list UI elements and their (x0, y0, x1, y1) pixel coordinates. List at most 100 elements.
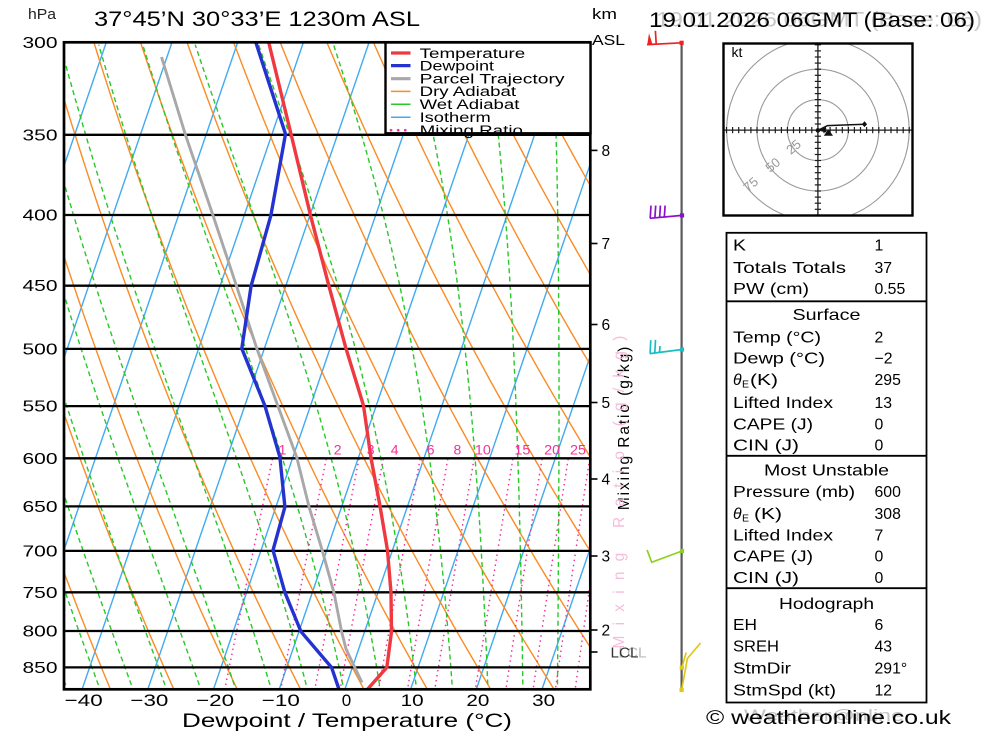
svg-text:20: 20 (466, 691, 489, 710)
svg-text:400: 400 (23, 208, 58, 225)
svg-text:450: 450 (23, 278, 58, 295)
svg-text:600: 600 (23, 451, 58, 468)
svg-text:750: 750 (23, 585, 58, 602)
svg-text:CAPE (J): CAPE (J) (733, 417, 813, 434)
svg-text:Mixing Ratio: Mixing Ratio (420, 123, 523, 138)
svg-text:Mixing Ratio (g/kg): Mixing Ratio (g/kg) (611, 325, 628, 648)
svg-text:CIN (J): CIN (J) (733, 570, 799, 587)
svg-text:7: 7 (875, 527, 884, 544)
svg-text:LCL: LCL (611, 645, 639, 662)
svg-text:500: 500 (23, 341, 58, 358)
svg-text:600: 600 (875, 484, 902, 501)
svg-text:43: 43 (875, 639, 893, 656)
svg-text:θ: θ (733, 506, 742, 523)
svg-text:Weather@nline: Weather@nline (744, 706, 904, 725)
svg-text:4: 4 (391, 442, 399, 458)
svg-text:Dry Adiabat: Dry Adiabat (420, 84, 517, 99)
svg-text:−20: −20 (196, 691, 234, 710)
svg-text:2: 2 (334, 442, 342, 458)
svg-text:K: K (733, 238, 747, 255)
svg-text:6: 6 (427, 442, 435, 458)
svg-text:2: 2 (875, 330, 884, 347)
svg-text:37: 37 (875, 260, 893, 277)
svg-text:308: 308 (875, 506, 902, 523)
svg-text:km: km (592, 7, 617, 23)
svg-text:3: 3 (367, 442, 375, 458)
svg-text:8: 8 (602, 143, 611, 160)
svg-text:19.01.2026 06GMT (Base: 06): 19.01.2026 06GMT (Base: 06) (649, 9, 975, 32)
svg-text:6: 6 (875, 617, 884, 634)
svg-text:Isotherm: Isotherm (420, 110, 491, 125)
svg-text:0: 0 (875, 417, 884, 434)
svg-text:EH: EH (733, 617, 757, 634)
svg-text:Pressure (mb): Pressure (mb) (733, 484, 855, 501)
svg-text:6: 6 (602, 317, 611, 334)
svg-text:Totals Totals: Totals Totals (733, 260, 846, 277)
svg-text:0: 0 (875, 438, 884, 455)
svg-text:−10: −10 (262, 691, 300, 710)
svg-text:650: 650 (23, 499, 58, 516)
svg-text:−2: −2 (875, 351, 893, 368)
svg-text:13: 13 (875, 395, 893, 412)
svg-text:3: 3 (602, 549, 611, 566)
svg-text:37°45’N 30°33’E 1230m ASL: 37°45’N 30°33’E 1230m ASL (94, 8, 420, 31)
svg-text:Mixing Ratio (g/kg): Mixing Ratio (g/kg) (616, 345, 633, 510)
svg-text:7: 7 (602, 236, 611, 253)
svg-text:StmDir: StmDir (733, 661, 791, 678)
svg-text:19.01.2026 06GMT (Base: 06): 19.01.2026 06GMT (Base: 06) (656, 9, 982, 32)
svg-text:Lifted Index: Lifted Index (733, 527, 833, 544)
svg-text:4: 4 (602, 472, 611, 489)
svg-text:5: 5 (602, 395, 611, 412)
svg-text:0: 0 (875, 549, 884, 566)
svg-text:10: 10 (401, 691, 424, 710)
svg-text:8: 8 (454, 442, 462, 458)
svg-text:Hodograph: Hodograph (779, 596, 874, 613)
svg-text:700: 700 (23, 543, 58, 560)
svg-text:850: 850 (23, 660, 58, 677)
svg-text:E: E (742, 513, 749, 525)
svg-text:300: 300 (23, 35, 58, 52)
svg-text:StmSpd (kt): StmSpd (kt) (733, 683, 836, 700)
svg-text:2: 2 (602, 623, 611, 640)
svg-text:kt: kt (732, 44, 743, 60)
svg-text:Dewpoint / Temperature (°C): Dewpoint / Temperature (°C) (182, 711, 512, 732)
svg-text:Most Unstable: Most Unstable (764, 463, 889, 480)
svg-text:(K): (K) (750, 372, 778, 389)
svg-text:© weatheronline.co.uk: © weatheronline.co.uk (706, 707, 951, 729)
svg-text:10: 10 (475, 442, 491, 458)
svg-text:Wet Adiabat: Wet Adiabat (420, 97, 520, 112)
svg-text:291°: 291° (875, 661, 908, 678)
svg-text:0.55: 0.55 (875, 281, 906, 298)
svg-text:12: 12 (875, 683, 893, 700)
svg-text:θ: θ (733, 372, 742, 389)
svg-text:Dewpoint: Dewpoint (420, 58, 495, 73)
svg-text:Parcel Trajectory: Parcel Trajectory (420, 72, 565, 87)
svg-text:PW (cm): PW (cm) (733, 281, 809, 298)
svg-text:Surface: Surface (793, 307, 861, 324)
svg-text:1: 1 (279, 442, 287, 458)
svg-text:15: 15 (514, 442, 530, 458)
svg-text:295: 295 (875, 372, 902, 389)
svg-text:0: 0 (342, 691, 351, 710)
svg-text:ASL: ASL (592, 33, 625, 49)
svg-text:hPa: hPa (28, 7, 57, 23)
svg-text:25: 25 (570, 442, 586, 458)
svg-text:1: 1 (875, 238, 884, 255)
svg-text:550: 550 (23, 399, 58, 416)
svg-text:0: 0 (875, 570, 884, 587)
svg-text:Temp (°C): Temp (°C) (733, 330, 821, 347)
svg-text:20: 20 (544, 442, 560, 458)
svg-text:−40: −40 (65, 691, 103, 710)
svg-text:Lifted Index: Lifted Index (733, 395, 833, 412)
svg-text:800: 800 (23, 624, 58, 641)
svg-text:CIN (J): CIN (J) (733, 438, 799, 455)
svg-text:CAPE (J): CAPE (J) (733, 549, 813, 566)
svg-text:−30: −30 (130, 691, 168, 710)
svg-text:LCL: LCL (619, 645, 647, 662)
svg-text:(K): (K) (754, 506, 782, 523)
svg-text:Temperature: Temperature (420, 46, 526, 61)
svg-text:30: 30 (532, 691, 555, 710)
svg-text:E: E (742, 379, 749, 391)
svg-text:SREH: SREH (733, 639, 779, 656)
svg-text:Dewp (°C): Dewp (°C) (733, 351, 825, 368)
